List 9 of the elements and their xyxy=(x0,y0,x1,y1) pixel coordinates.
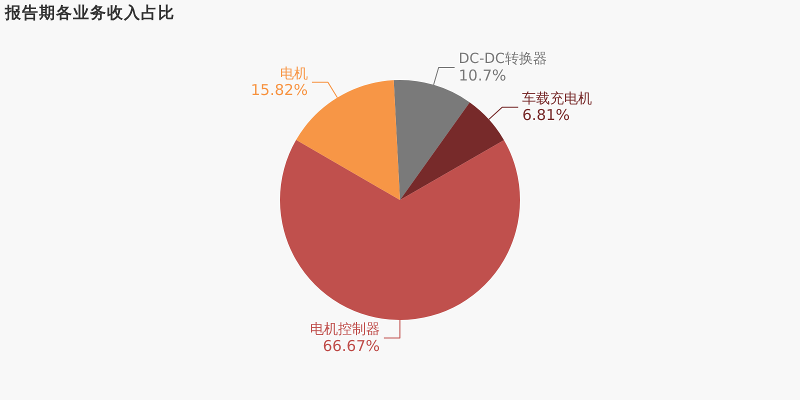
slice-label: 电机 xyxy=(280,66,308,82)
data-label: 66.67% xyxy=(322,336,380,355)
slice-label: DC-DC转换器 xyxy=(458,51,547,68)
data-label: 6.81% xyxy=(522,106,570,124)
text: 报告期各业务收入占比 xyxy=(5,3,175,24)
data-label: 15.82% xyxy=(250,81,308,100)
data-label: 10.7% xyxy=(458,66,506,84)
slice-label: 车载充电机 xyxy=(522,90,592,107)
slice-label: 电机控制器 xyxy=(310,322,380,338)
